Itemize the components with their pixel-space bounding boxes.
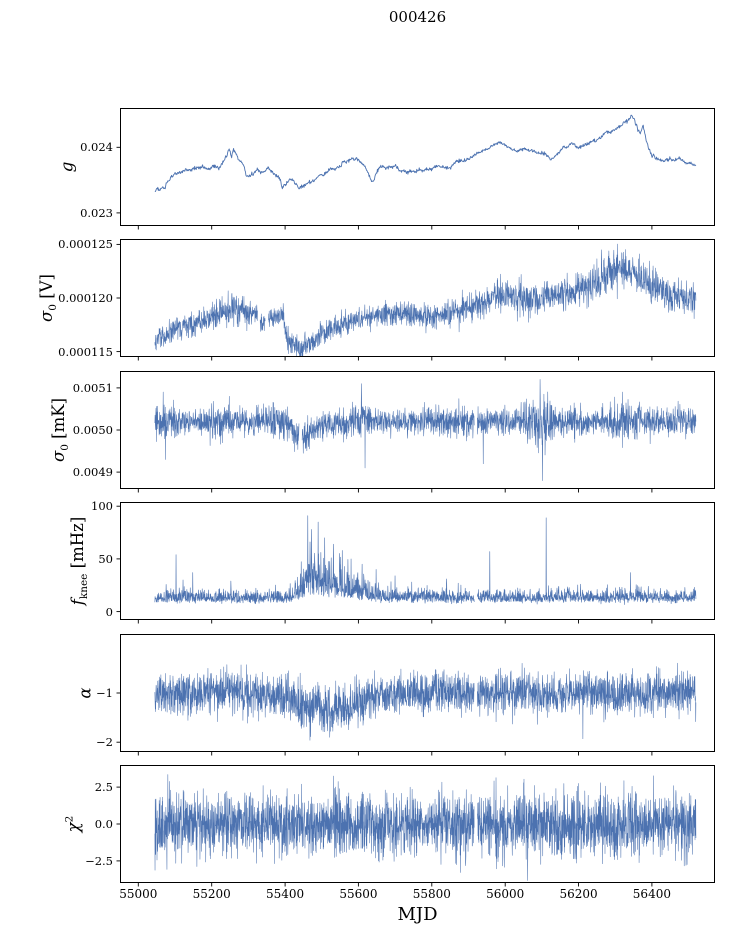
series-segment bbox=[154, 774, 475, 873]
y-tick-label: 0.0051 bbox=[72, 380, 113, 395]
x-tick-label: 55000 bbox=[119, 887, 158, 901]
y-tick-label: 0.0 bbox=[94, 817, 113, 831]
y-tick-label: 0.023 bbox=[80, 205, 113, 220]
series-segment bbox=[154, 391, 300, 460]
x-axis-label: MJD bbox=[397, 904, 438, 925]
x-tick-label: 56200 bbox=[559, 887, 598, 901]
y-axis-label-sigma0_mK: σ0 [mK] bbox=[49, 397, 72, 463]
plot-area-sigma0_mK bbox=[116, 371, 715, 493]
series-segment bbox=[268, 243, 697, 357]
y-tick-label: 2.5 bbox=[94, 780, 113, 795]
data-series-chi2 bbox=[154, 774, 697, 881]
plot-area-g bbox=[116, 108, 715, 230]
axes-border bbox=[120, 765, 715, 883]
axes-border bbox=[120, 108, 715, 226]
y-tick-label: −2 bbox=[96, 735, 113, 750]
plot-area-alpha bbox=[116, 634, 715, 756]
y-axis-label-alpha: α bbox=[75, 687, 95, 699]
series-segment bbox=[154, 664, 475, 741]
y-axis-label-chi2: χ2 bbox=[63, 815, 83, 833]
series-segment bbox=[154, 114, 697, 193]
panel-alpha: −2 −1 α bbox=[76, 634, 715, 756]
y-tick-label: −1 bbox=[96, 686, 113, 700]
data-series-g bbox=[154, 114, 697, 193]
y-tick-label: 0.0049 bbox=[72, 465, 113, 480]
axes-border bbox=[120, 502, 715, 620]
series-segment bbox=[301, 383, 475, 469]
series-segment bbox=[477, 775, 697, 881]
y-tick-label: 0.024 bbox=[80, 140, 113, 155]
panel-chi2: −2.5 0.0 2.5 χ2 bbox=[63, 765, 715, 887]
axes-border bbox=[120, 239, 715, 357]
y-tick-label: −2.5 bbox=[85, 853, 113, 868]
data-series-f_knee bbox=[154, 515, 697, 605]
data-series-sigma0_mK bbox=[154, 379, 697, 481]
panel-f_knee: 0 50 100 fknee [mHz] bbox=[68, 499, 715, 624]
y-tick-label: 0.000125 bbox=[58, 237, 113, 252]
panel-sigma0_mK: 0.0049 0.0050 0.0051 σ0 [mK] bbox=[49, 371, 715, 493]
x-tick-label: 55800 bbox=[412, 887, 451, 901]
data-series-alpha bbox=[154, 662, 697, 741]
series-segment bbox=[154, 515, 475, 605]
y-tick-label: 0 bbox=[105, 604, 113, 619]
y-axis-label-g: g bbox=[57, 161, 76, 173]
y-tick-label: 0.000115 bbox=[58, 344, 113, 359]
plot-area-sigma0_V bbox=[116, 239, 715, 361]
x-tick-label: 55600 bbox=[339, 887, 378, 901]
y-axis-label-sigma0_V: σ0 [V] bbox=[36, 274, 59, 322]
y-tick-label: 0.000120 bbox=[58, 291, 113, 305]
series-segment bbox=[259, 313, 266, 332]
y-tick-label: 50 bbox=[98, 551, 113, 566]
axes-border bbox=[120, 371, 715, 489]
figure-title: 000426 bbox=[388, 8, 447, 26]
plot-area-f_knee bbox=[116, 502, 715, 624]
x-tick-label: 55400 bbox=[265, 887, 305, 901]
series-segment bbox=[477, 379, 697, 481]
x-tick-label: 56000 bbox=[486, 887, 525, 901]
x-tick-label: 55200 bbox=[192, 887, 231, 901]
series-segment bbox=[154, 290, 258, 351]
series-segment bbox=[477, 662, 697, 739]
y-tick-label: 0.0050 bbox=[72, 423, 113, 437]
y-tick-label: 100 bbox=[91, 499, 113, 514]
x-tick-label: 56400 bbox=[632, 887, 671, 901]
plot-area-chi2 bbox=[116, 765, 715, 887]
series-segment bbox=[477, 517, 697, 605]
panel-g: 0.023 0.024 g bbox=[57, 108, 715, 230]
data-series-sigma0_V bbox=[154, 243, 697, 357]
axes-border bbox=[120, 634, 715, 752]
panel-sigma0_V: 0.000115 0.000120 0.000125 σ0 [V] bbox=[36, 237, 715, 361]
y-axis-label-f_knee: fknee [mHz] bbox=[67, 516, 91, 606]
